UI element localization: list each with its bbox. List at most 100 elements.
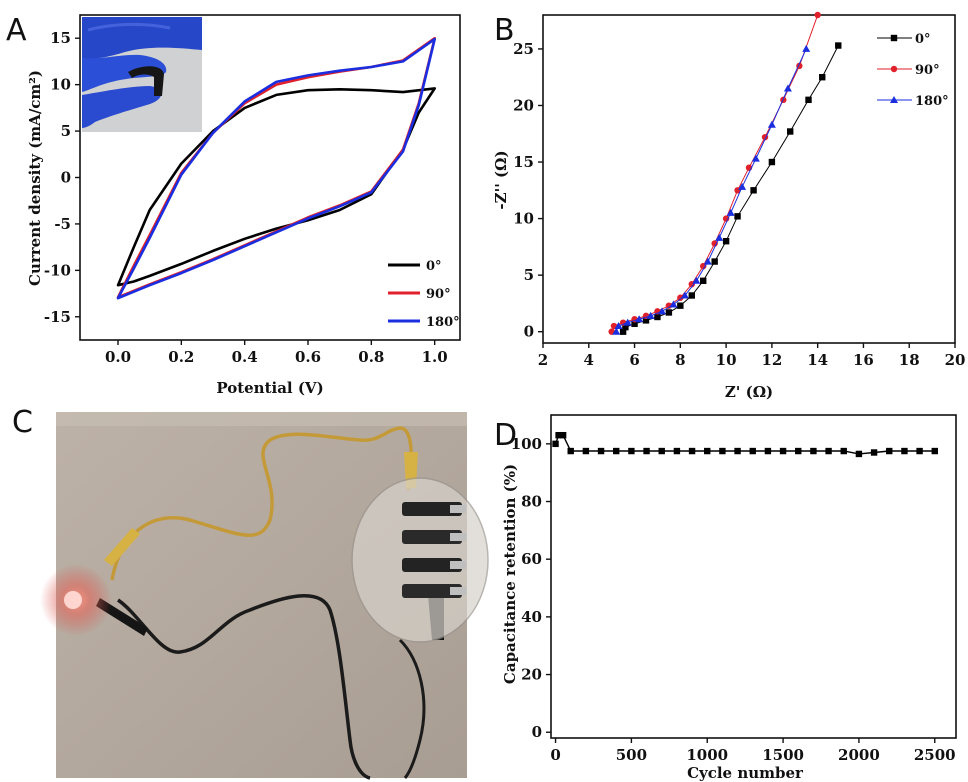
cycling-point (901, 447, 908, 455)
panel-label-b: B (494, 13, 515, 48)
cycling-point (628, 447, 635, 455)
cv-y-tick-label: -15 (44, 308, 71, 326)
cv-y-axis-title: Current density (mA/cm²) (26, 70, 44, 286)
cycling-y-axis-title: Capacitance retention (%) (501, 464, 519, 684)
cv-x-axis-title: Potential (V) (216, 379, 323, 397)
cv-legend-label: 180° (426, 315, 460, 330)
eis-point (631, 320, 638, 327)
cycling-point (719, 447, 726, 455)
cv-legend-label: 0° (426, 259, 442, 274)
eis-point (623, 318, 632, 326)
cycling-x-tick-label: 500 (616, 746, 647, 764)
cycling-axis-ticks: 0 500 1000 1500 2000 2500 0 20 40 60 80 100 (511, 435, 956, 764)
cycling-point (870, 449, 878, 456)
eis-x-tick-label: 4 (584, 351, 594, 369)
cv-y-tick-label: -5 (54, 215, 71, 233)
eis-point (677, 302, 684, 309)
cycling-point (734, 447, 741, 455)
eis-point (750, 187, 757, 194)
eis-y-axis-title: -Z'' (Ω) (492, 150, 510, 209)
cv-y-tick-label: 0 (61, 169, 71, 187)
eis-point (669, 300, 678, 308)
panel-a: A 0.0 0.2 0.4 0.6 0.8 1.0 -15 -10 -5 0 5 10 15 Poten… (6, 13, 461, 397)
cycling-y-tick-label: 0 (532, 723, 542, 741)
eis-point (802, 44, 811, 52)
eis-point (665, 309, 673, 316)
cycling-point (840, 447, 847, 455)
eis-point (783, 84, 792, 92)
cycling-x-tick-label: 1000 (686, 746, 728, 764)
cycling-point (810, 447, 817, 455)
cv-y-tick-label: 10 (50, 76, 71, 94)
eis-point (700, 277, 707, 284)
cycling-plot-frame (550, 414, 957, 739)
led-demo-photo (40, 412, 489, 780)
eis-point (751, 154, 760, 162)
eis-y-tick-label: 5 (524, 266, 534, 284)
eis-y-tick-label: 25 (513, 40, 534, 58)
eis-line-0deg (622, 45, 839, 332)
eis-point (654, 313, 661, 321)
cycling-point (582, 447, 590, 455)
cv-x-tick-label: 0.2 (168, 348, 194, 366)
cycling-point (567, 447, 574, 455)
eis-point (726, 208, 735, 216)
eis-x-tick-label: 10 (716, 351, 737, 369)
cv-axis-ticks: 0.0 0.2 0.4 0.6 0.8 1.0 -15 -10 -5 0 5 10 15 (44, 29, 448, 366)
eis-x-tick-label: 14 (807, 351, 828, 369)
eis-y-tick-label: 10 (513, 210, 534, 228)
cv-x-tick-label: 0.4 (232, 348, 258, 366)
cycling-point (855, 450, 863, 458)
cv-x-tick-label: 1.0 (422, 348, 448, 366)
cycling-point (779, 447, 787, 455)
cv-curve-180deg (116, 37, 436, 300)
panel-c: C (12, 405, 489, 780)
eis-point (787, 128, 794, 135)
eis-point (768, 158, 776, 166)
cycling-y-tick-label: 80 (521, 493, 542, 511)
cycling-y-tick-label: 100 (511, 435, 542, 453)
cv-y-tick-label: 15 (50, 29, 71, 47)
eis-axis-ticks: 2 4 6 8 10 12 14 16 18 20 0 5 10 15 20 25 (513, 40, 965, 369)
eis-point (819, 74, 826, 81)
cycling-point (764, 447, 772, 455)
eis-point (612, 327, 621, 335)
cycling-point (552, 440, 559, 448)
cycling-point (555, 431, 562, 439)
eis-x-tick-label: 8 (675, 351, 685, 369)
eis-y-tick-label: 20 (513, 96, 534, 114)
panel-b: B 2 4 6 8 10 12 14 16 18 20 0 5 10 15 20 25 Z' (Ω) -Z''… (492, 11, 965, 401)
cycling-x-tick-label: 2000 (838, 746, 880, 764)
cycling-y-tick-label: 20 (521, 666, 542, 684)
cycling-point (749, 447, 756, 455)
eis-legend: 0° 90° 180° (877, 32, 949, 109)
cv-curve-0deg (116, 87, 436, 287)
cycling-point (688, 447, 696, 455)
eis-point (835, 42, 842, 49)
cycling-line (554, 434, 935, 455)
eis-y-tick-label: 15 (513, 153, 534, 171)
cycling-point (916, 447, 923, 455)
cycling-series (552, 431, 938, 458)
cv-y-tick-label: -10 (44, 261, 71, 279)
eis-x-tick-label: 16 (853, 351, 874, 369)
eis-series (608, 11, 842, 335)
eis-point (635, 315, 644, 323)
eis-x-tick-label: 2 (538, 351, 548, 369)
cycling-point (825, 447, 832, 455)
cycling-point (613, 447, 620, 455)
cv-legend: 0° 90° 180° (388, 259, 460, 330)
eis-point (738, 182, 747, 190)
cv-y-tick-label: 5 (61, 122, 71, 140)
eis-x-tick-label: 12 (761, 351, 782, 369)
eis-point (642, 317, 650, 324)
eis-point (646, 311, 655, 319)
cycling-y-tick-label: 60 (521, 550, 542, 568)
eis-point (805, 96, 812, 104)
eis-point (734, 213, 741, 220)
eis-legend-marker (890, 65, 898, 73)
eis-point (688, 292, 695, 299)
eis-line-90deg (611, 14, 819, 332)
cycling-point (559, 431, 567, 439)
